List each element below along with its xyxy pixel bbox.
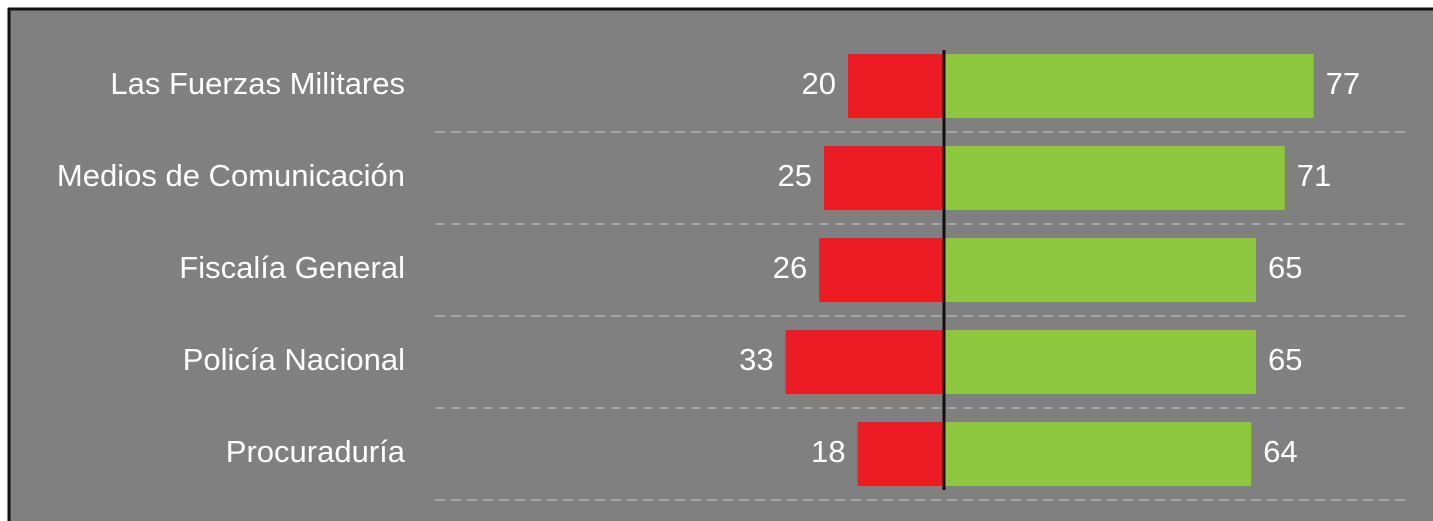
positive-bar <box>944 422 1252 486</box>
value-label: 65 <box>1268 250 1302 285</box>
positive-bar <box>944 330 1256 394</box>
negative-bar <box>819 238 944 302</box>
negative-bar <box>848 54 944 118</box>
category-label: Procuraduría <box>226 434 406 469</box>
value-label: 18 <box>811 434 845 469</box>
value-label: 65 <box>1268 342 1302 377</box>
value-label: 71 <box>1297 158 1331 193</box>
category-label: Medios de Comunicación <box>57 158 405 193</box>
value-label: 26 <box>773 250 807 285</box>
category-label: Policía Nacional <box>183 342 405 377</box>
value-label: 64 <box>1263 434 1297 469</box>
value-label: 33 <box>739 342 773 377</box>
positive-bar <box>944 54 1314 118</box>
negative-bar <box>857 422 944 486</box>
value-label: 20 <box>802 66 836 101</box>
negative-bar <box>824 146 944 210</box>
category-label: Fiscalía General <box>179 250 405 285</box>
category-label: Las Fuerzas Militares <box>110 66 405 101</box>
positive-bar <box>944 238 1256 302</box>
positive-bar <box>944 146 1285 210</box>
value-label: 77 <box>1326 66 1360 101</box>
value-label: 25 <box>778 158 812 193</box>
negative-bar <box>785 330 944 394</box>
